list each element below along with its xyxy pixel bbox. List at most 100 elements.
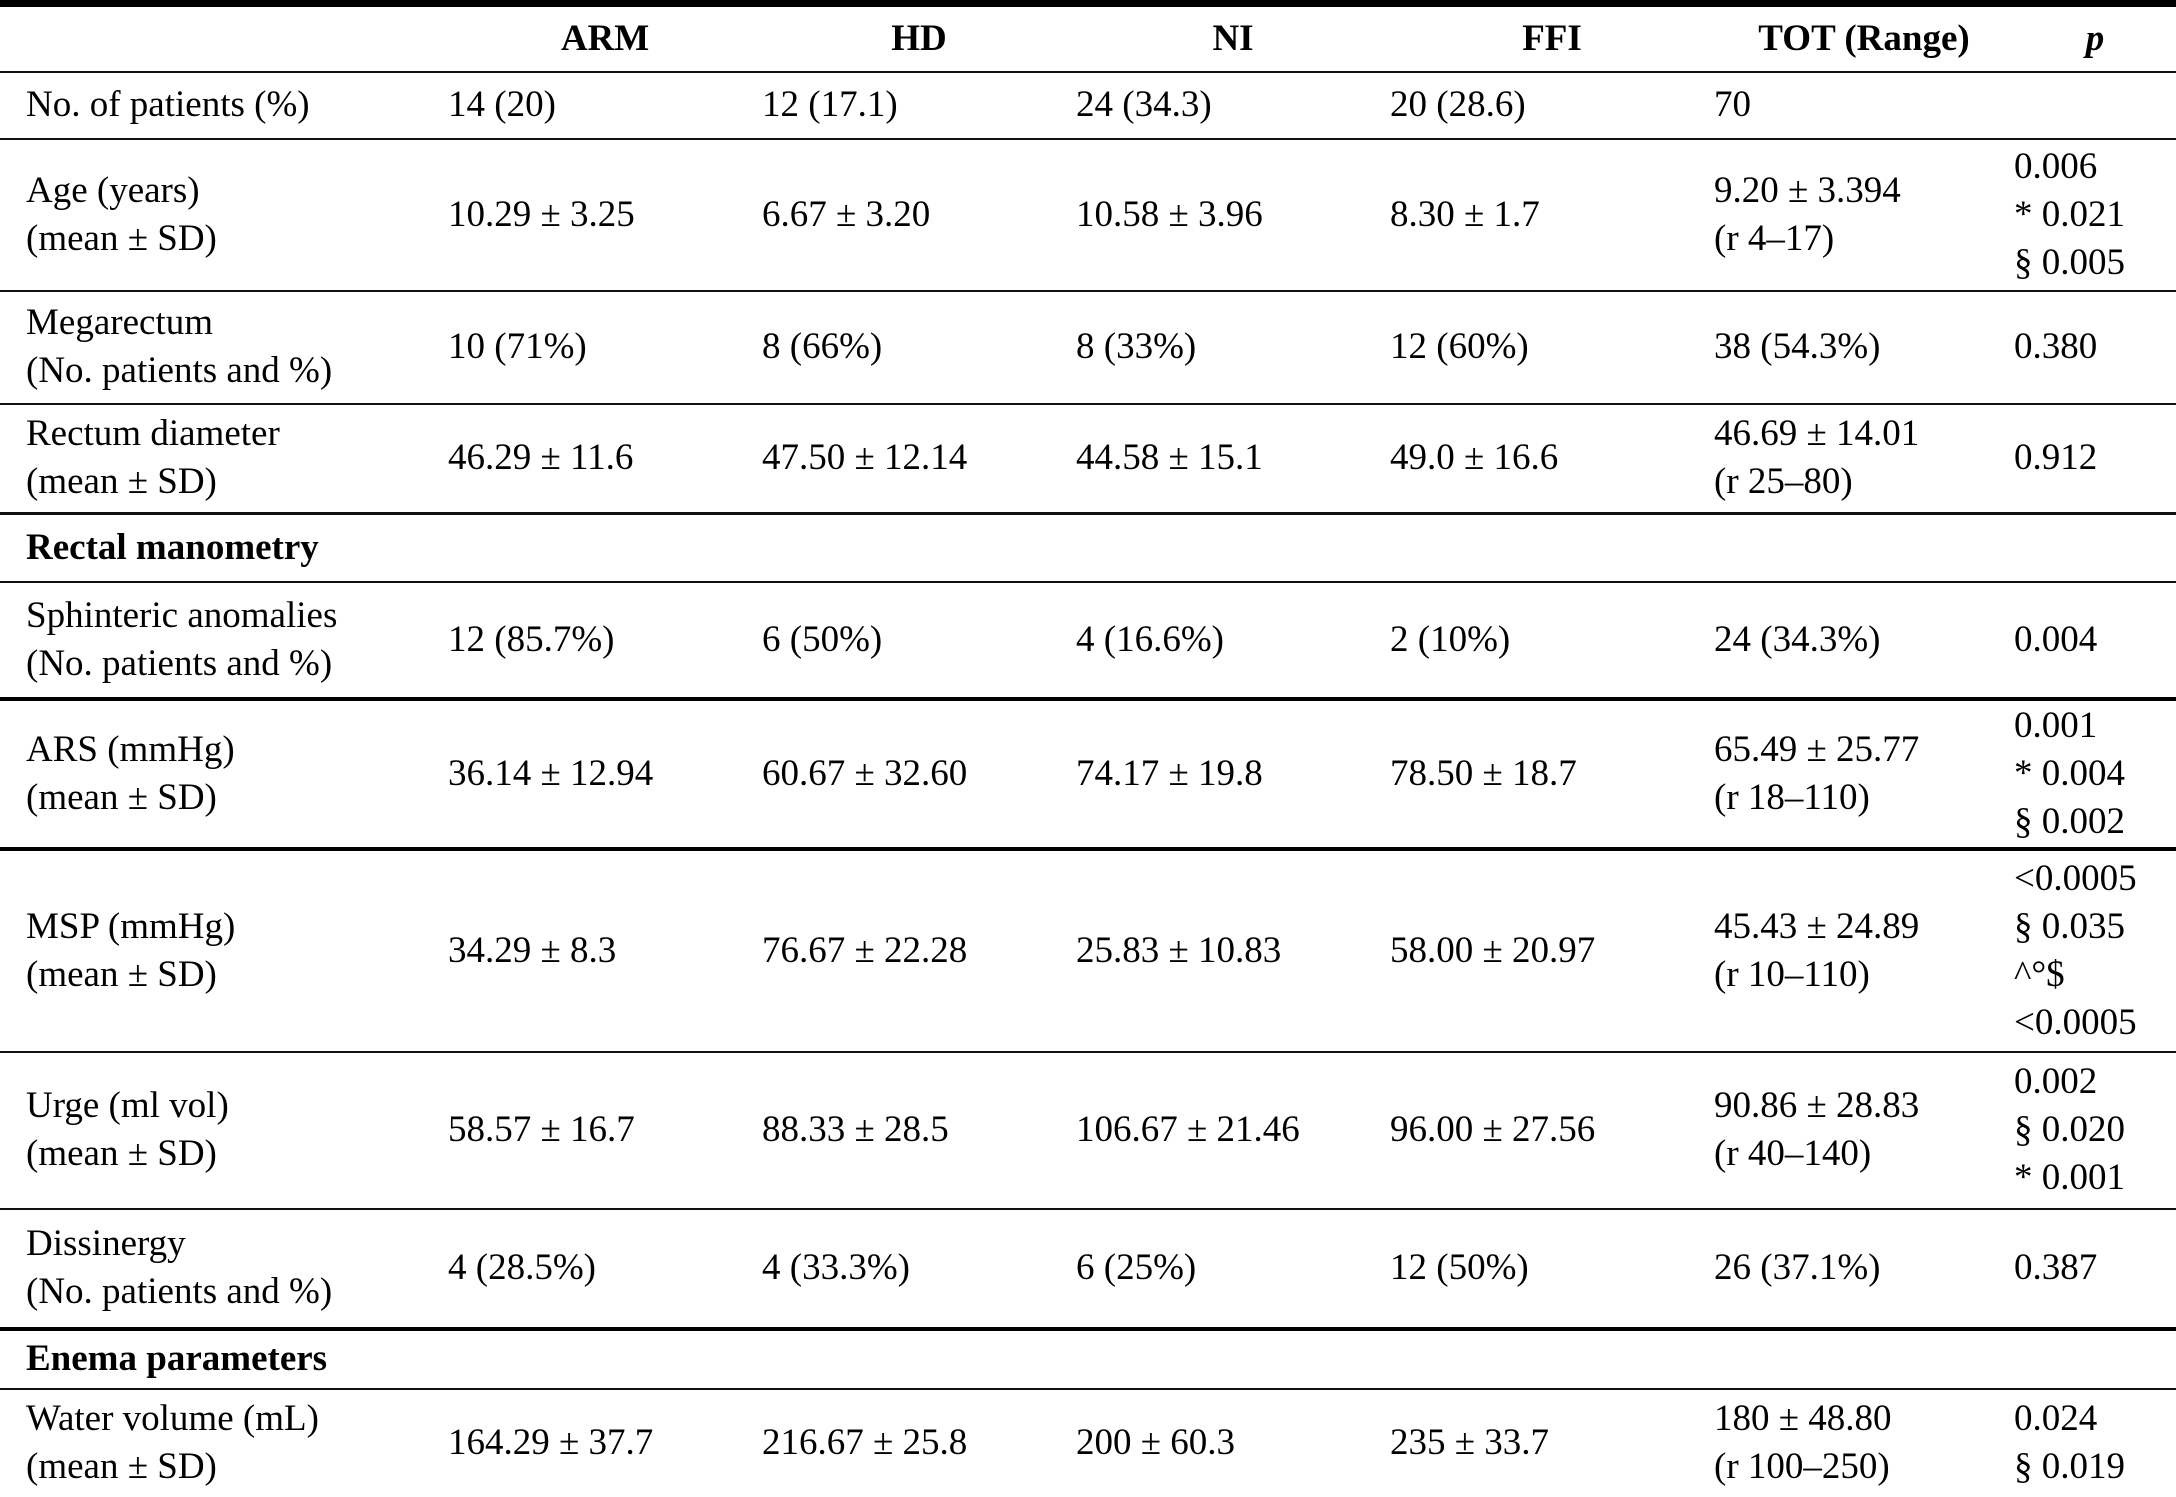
- column-header-hd: HD: [891, 17, 947, 59]
- table-row: Rectum diameter (mean ± SD) 46.29 ± 11.6 47…: [0, 404, 2176, 514]
- row-label: Water volume (mL) (mean ± SD): [0, 1389, 448, 1497]
- cell-line: (r 4–17): [1714, 217, 1835, 259]
- table-cell: 0.002 § 0.020 * 0.001: [2014, 1052, 2176, 1209]
- cell-line: § 0.005: [2014, 241, 2125, 283]
- cell-line: 10 (71%): [448, 326, 587, 367]
- cell-line: 47.50 ± 12.14: [762, 437, 968, 479]
- cell-line: * 0.021: [2014, 193, 2125, 235]
- cell-line: 34.29 ± 8.3: [448, 929, 617, 971]
- section-header: Enema parameters: [26, 1338, 328, 1379]
- table-cell: 45.43 ± 24.89 (r 10–110): [1714, 849, 2014, 1052]
- cell-line: 38 (54.3%): [1714, 326, 1881, 367]
- cell-line: § 0.002: [2014, 800, 2125, 842]
- column-header-p: p: [2085, 17, 2105, 59]
- table-cell: 0.912: [2014, 404, 2176, 514]
- cell-line: Dissinergy: [26, 1223, 186, 1264]
- table-cell: 0.006 * 0.021 § 0.005: [2014, 139, 2176, 291]
- table-cell: 12 (50%): [1390, 1209, 1714, 1329]
- cell-line: 0.001: [2014, 704, 2098, 746]
- column-header-label: [0, 4, 448, 72]
- table-cell: 60.67 ± 32.60: [762, 699, 1076, 849]
- cell-line: 4 (33.3%): [762, 1247, 910, 1288]
- table-cell: 96.00 ± 27.56: [1390, 1052, 1714, 1209]
- cell-line: (mean ± SD): [26, 461, 217, 503]
- table-cell: 200 ± 60.3: [1076, 1389, 1390, 1497]
- cell-line: 9.20 ± 3.394: [1714, 169, 1901, 211]
- table-cell: 4 (33.3%): [762, 1209, 1076, 1329]
- cell-line: 2 (10%): [1390, 618, 1511, 660]
- table-cell: 36.14 ± 12.94: [448, 699, 762, 849]
- table-cell: 8 (66%): [762, 291, 1076, 404]
- cell-line: 216.67 ± 25.8: [762, 1422, 968, 1463]
- cell-line: 14 (20): [448, 84, 556, 125]
- table-cell: 9.20 ± 3.394 (r 4–17): [1714, 139, 2014, 291]
- table-cell: 76.67 ± 22.28: [762, 849, 1076, 1052]
- cell-line: 0.002: [2014, 1061, 2098, 1102]
- cell-line: 106.67 ± 21.46: [1076, 1109, 1300, 1150]
- table-cell: 6 (50%): [762, 582, 1076, 699]
- table-cell: 0.004: [2014, 582, 2176, 699]
- column-header-arm: ARM: [560, 17, 650, 59]
- cell-line: <0.0005: [2014, 1001, 2137, 1043]
- cell-line: Age (years): [26, 169, 200, 211]
- cell-line: (mean ± SD): [26, 217, 217, 259]
- cell-line: 60.67 ± 32.60: [762, 752, 968, 794]
- cell-line: 200 ± 60.3: [1076, 1422, 1236, 1463]
- cell-line: 8 (33%): [1076, 326, 1197, 367]
- table-row: MSP (mmHg) (mean ± SD) 34.29 ± 8.3 76.67 ± …: [0, 849, 2176, 1052]
- cell-line: Urge (ml vol): [26, 1085, 229, 1126]
- cell-line: 6 (50%): [762, 618, 883, 660]
- table-cell: 6 (25%): [1076, 1209, 1390, 1329]
- cell-line: 6.67 ± 3.20: [762, 193, 931, 235]
- cell-line: 70: [1714, 84, 1751, 125]
- table-row: Age (years) (mean ± SD) 10.29 ± 3.25 6.67 ±…: [0, 139, 2176, 291]
- cell-line: Sphinteric anomalies: [26, 594, 338, 636]
- cell-line: 26 (37.1%): [1714, 1247, 1881, 1288]
- cell-line: 45.43 ± 24.89: [1714, 905, 1920, 947]
- cell-line: § 0.035: [2014, 905, 2125, 947]
- table-cell: 34.29 ± 8.3: [448, 849, 762, 1052]
- cell-line: § 0.019: [2014, 1446, 2125, 1487]
- cell-line: 24 (34.3%): [1714, 618, 1881, 660]
- cell-line: 12 (85.7%): [448, 618, 615, 660]
- row-label: Rectum diameter (mean ± SD): [0, 404, 448, 514]
- table-cell: 4 (16.6%): [1076, 582, 1390, 699]
- cell-line: (r 18–110): [1714, 776, 1870, 818]
- table-cell: 65.49 ± 25.77 (r 18–110): [1714, 699, 2014, 849]
- cell-line: 46.69 ± 14.01: [1714, 413, 1920, 455]
- cell-line: 90.86 ± 28.83: [1714, 1085, 1920, 1126]
- cell-line: 0.006: [2014, 145, 2098, 187]
- cell-line: 8 (66%): [762, 326, 883, 367]
- cell-line: (mean ± SD): [26, 953, 217, 995]
- cell-line: 8.30 ± 1.7: [1390, 193, 1540, 235]
- cell-line: 12 (60%): [1390, 326, 1529, 367]
- table-cell: 12 (60%): [1390, 291, 1714, 404]
- cell-line: 58.00 ± 20.97: [1390, 929, 1596, 971]
- table-row: Dissinergy (No. patients and %) 4 (28.5%) 4…: [0, 1209, 2176, 1329]
- table-cell: 0.387: [2014, 1209, 2176, 1329]
- cell-line: 44.58 ± 15.1: [1076, 437, 1263, 479]
- cell-line: ^°$: [2014, 953, 2065, 995]
- cell-line: Water volume (mL): [26, 1398, 319, 1439]
- table-cell: 14 (20): [448, 72, 762, 139]
- table-cell: 38 (54.3%): [1714, 291, 2014, 404]
- table-row: ARS (mmHg) (mean ± SD) 36.14 ± 12.94 60.67 …: [0, 699, 2176, 849]
- cell-line: 10.58 ± 3.96: [1076, 193, 1263, 235]
- cell-line: 12 (50%): [1390, 1247, 1529, 1288]
- table-cell: 20 (28.6): [1390, 72, 1714, 139]
- cell-line: (mean ± SD): [26, 1446, 217, 1487]
- section-row: Rectal manometry: [0, 514, 2176, 582]
- table-cell: 216.67 ± 25.8: [762, 1389, 1076, 1497]
- cell-line: 49.0 ± 16.6: [1390, 437, 1559, 479]
- table-cell: 58.57 ± 16.7: [448, 1052, 762, 1209]
- table-cell: 0.001 * 0.004 § 0.002: [2014, 699, 2176, 849]
- table-row: Water volume (mL) (mean ± SD) 164.29 ± 37.…: [0, 1389, 2176, 1497]
- cell-line: (r 40–140): [1714, 1133, 1872, 1174]
- column-header-ffi: FFI: [1522, 17, 1582, 59]
- table-cell: 12 (17.1): [762, 72, 1076, 139]
- column-header-tot-range: TOT (Range): [1758, 17, 1970, 59]
- row-label: No. of patients (%): [0, 72, 448, 139]
- row-label: Megarectum (No. patients and %): [0, 291, 448, 404]
- cell-line: 96.00 ± 27.56: [1390, 1109, 1596, 1150]
